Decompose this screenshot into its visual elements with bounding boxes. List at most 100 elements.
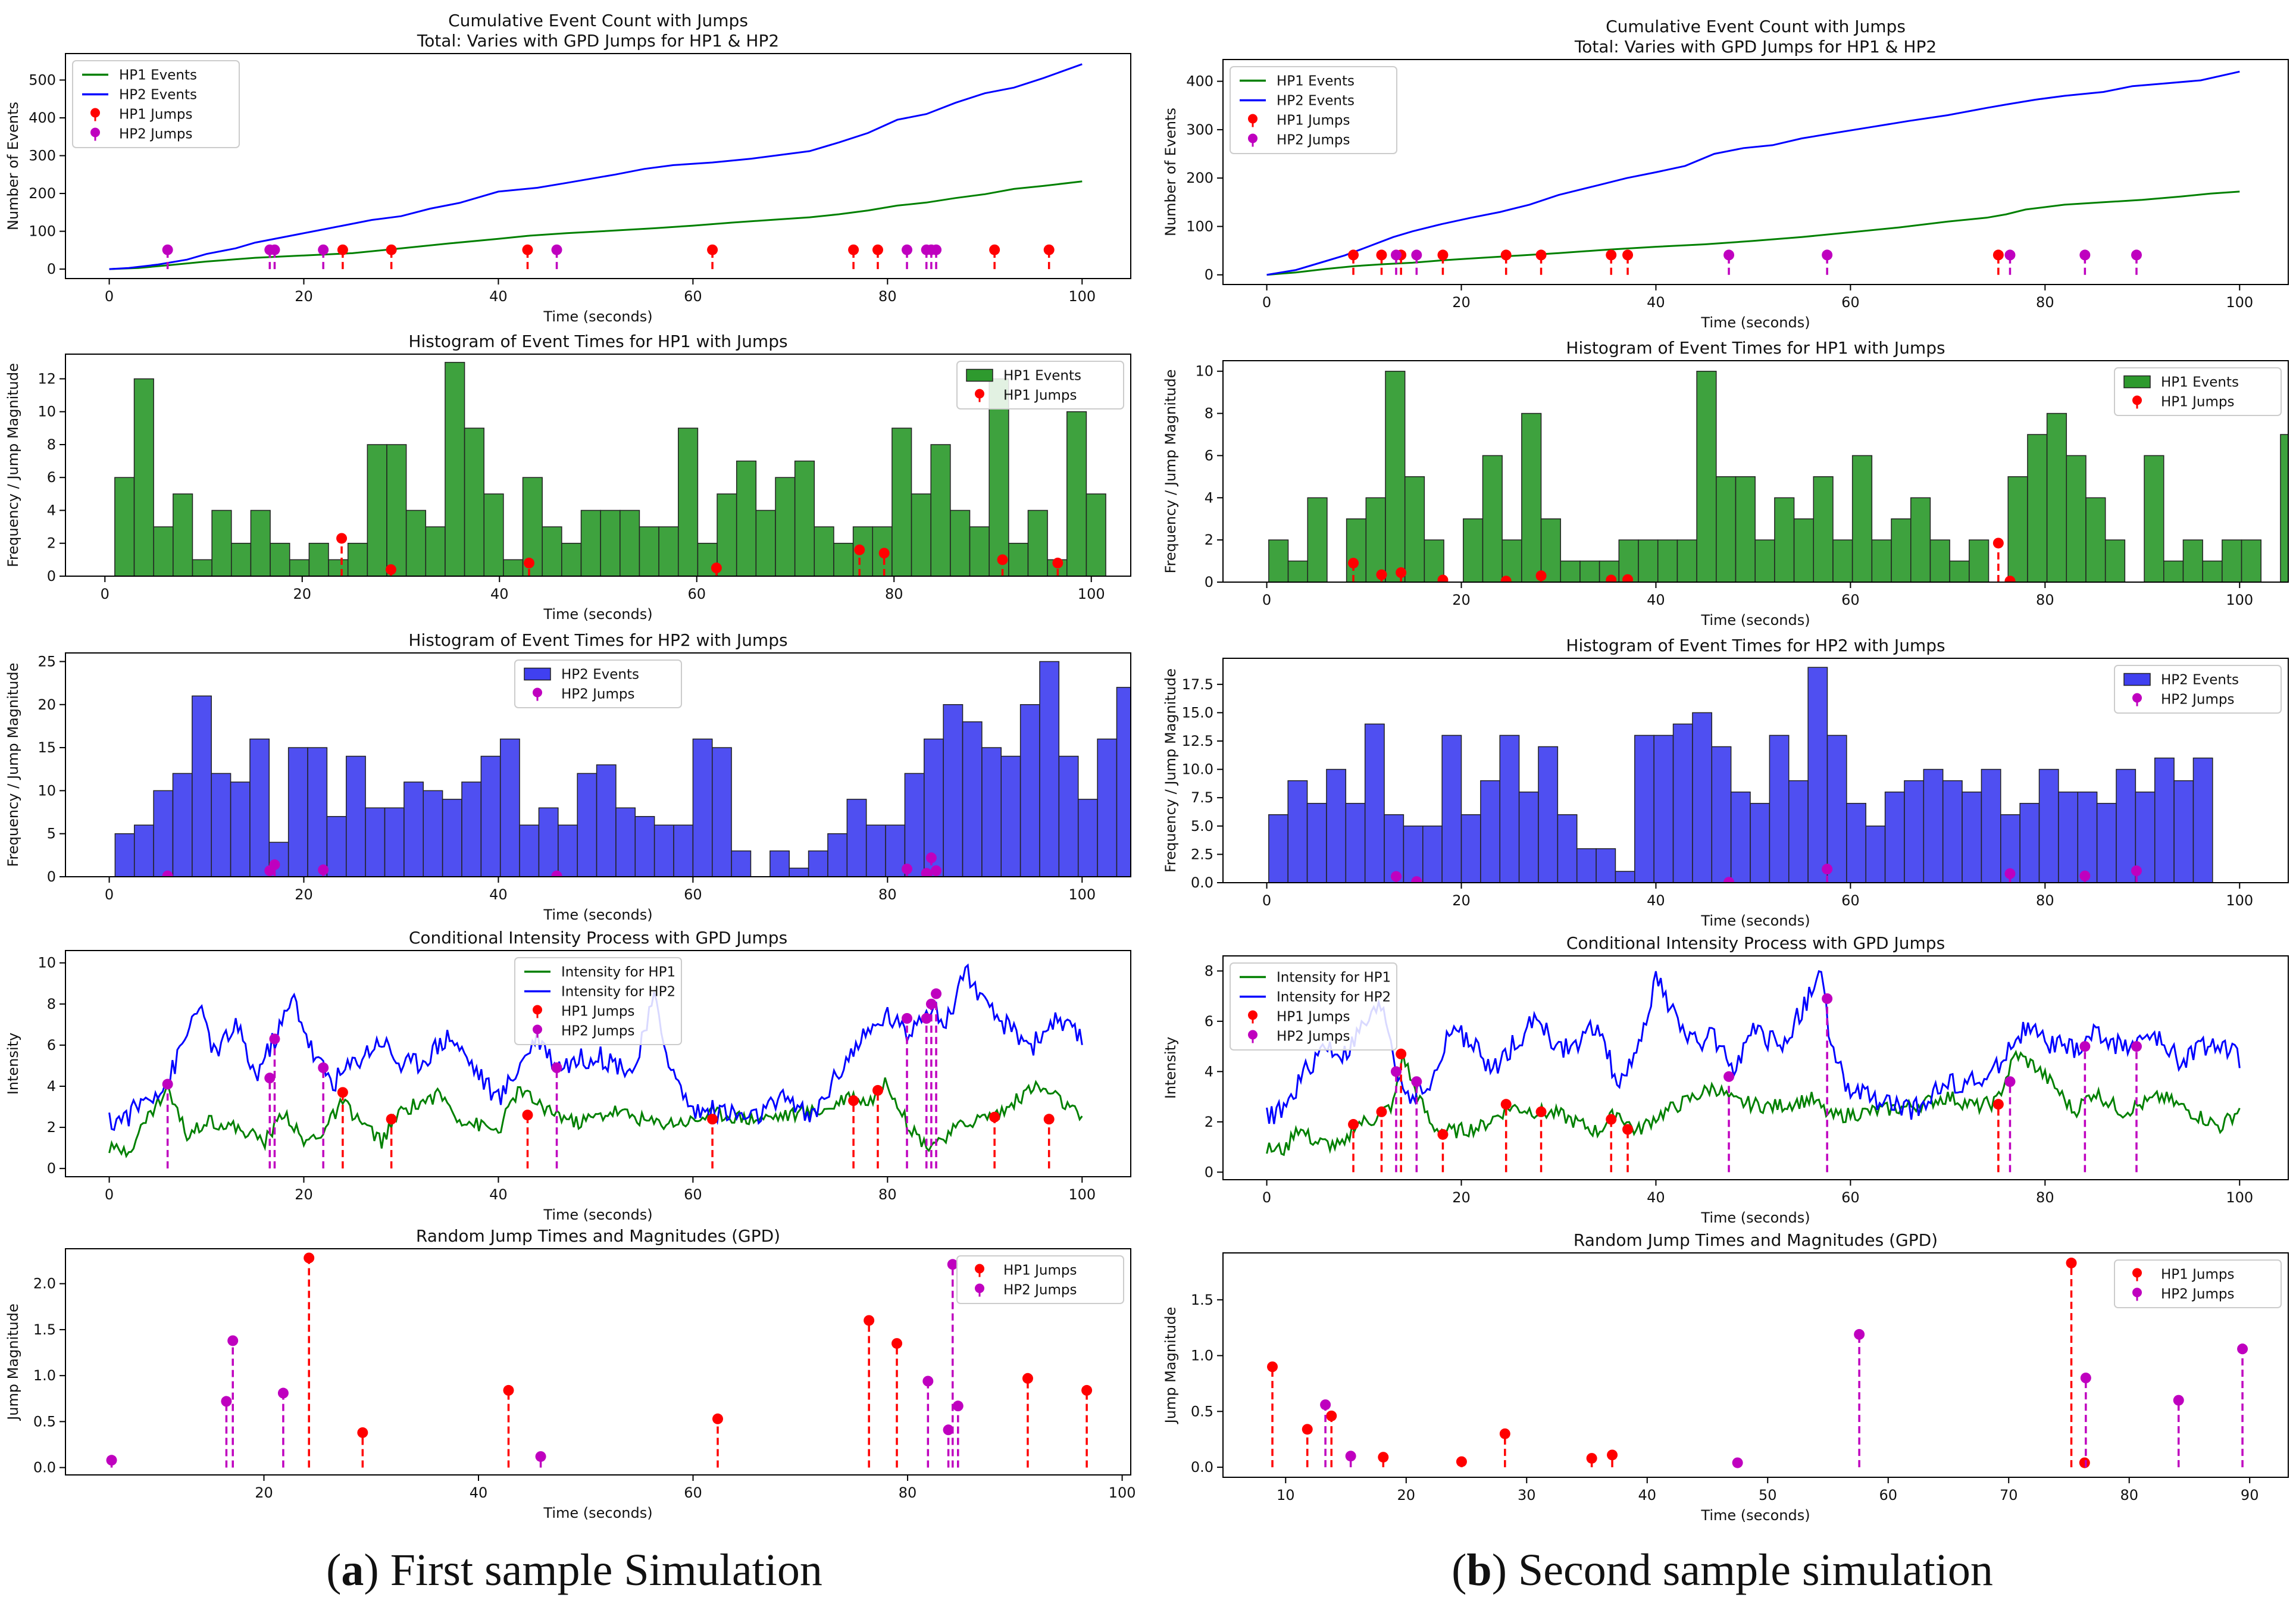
legend: HP1 Events HP2 Events HP1 Jumps HP2 Jumps [1230,66,1397,154]
jump-marker [522,244,533,255]
jump-marker [162,870,173,877]
hist-bar [2116,768,2137,883]
legend-box [1230,962,1397,1051]
hist-bar [192,559,212,576]
x-tick-label: 100 [2226,592,2253,608]
hist-bar [211,509,232,576]
chart-a2: 0 20 40 60 80 100 0 2 4 6 8 10 12 Time (seconds) Frequ… [5,332,1131,623]
jump-marker [318,864,329,876]
hist-bar [1716,476,1737,582]
chart-subtitle: Total: Varies with GPD Jumps for HP1 & H… [417,31,779,51]
hist-bar [634,816,655,877]
hist-bar [1039,661,1060,877]
x-tick-label: 80 [878,288,897,305]
hist-bar [1326,768,1347,883]
legend-label: HP1 Events [119,68,197,83]
jump-marker [1822,864,1833,875]
y-tick-label: 10 [37,404,56,420]
legend-box [72,60,240,148]
legend-label: HP2 Jumps [561,687,634,702]
legend: HP1 Events HP2 Events HP1 Jumps HP2 Jumps [72,60,240,148]
jump-marker [1390,871,1402,882]
hist-bar [2066,455,2087,582]
legend-label: HP2 Jumps [1003,1283,1077,1298]
hist-bar [1364,723,1385,883]
x-tick-label: 20 [1452,592,1471,608]
hist-bar [133,824,154,877]
hist-bar [561,542,582,576]
x-tick-label: 40 [1647,1189,1665,1206]
x-tick-label: 100 [1068,886,1096,903]
hist-bar [328,559,349,576]
series-hp1-jumps [336,533,1063,576]
series-intensity-for-hp1 [1266,1049,2241,1156]
legend-swatch [1248,1010,1258,1020]
hist-bar [384,807,405,877]
chart-title: Histogram of Event Times for HP2 with Ju… [1566,636,1945,655]
jump-marker [1411,1076,1422,1087]
hist-bar [326,816,347,877]
hist-bar [600,509,621,576]
hist-bar [287,747,308,877]
x-tick-label: 80 [899,1484,917,1501]
hist-bar [2241,539,2261,582]
legend-swatch [1248,133,1258,143]
hist-bar [794,460,815,576]
series-hp2-jumps [1390,993,2142,1173]
hist-bar [962,721,983,877]
x-tick-label: 60 [684,1186,702,1203]
x-tick-label: 20 [255,1484,273,1501]
legend-label: Intensity for HP1 [1277,970,1391,986]
jump-marker [1390,1066,1402,1077]
jump-marker [162,1079,173,1090]
series-hp1-jumps [1348,1048,2004,1173]
jump-marker [318,1062,329,1073]
hist-bar [1422,826,1443,883]
y-tick-label: 4 [1205,1063,1213,1080]
hist-bar [1910,497,1931,582]
hist-bar [1653,734,1674,883]
jump-marker [385,564,396,575]
hist-bar [2192,757,2213,883]
y-tick-label: 200 [29,185,56,202]
jump-marker [1348,249,1359,261]
jump-marker [337,244,348,255]
series-hp2-jumps [1390,864,2142,883]
y-tick-label: 4 [47,1078,56,1095]
legend-swatch [90,127,100,137]
jump-marker [1348,558,1359,569]
jump-marker [1396,1048,1407,1059]
chart-a3: 0 20 40 60 80 100 0 5 10 15 20 25 Time (seconds) Freq… [5,630,1131,923]
jump-marker [921,1013,932,1024]
x-tick-label: 80 [2036,1189,2054,1206]
chart-title: Conditional Intensity Process with GPD J… [1566,933,1945,953]
jump-marker [162,244,173,255]
plot-frame [65,652,1131,877]
x-tick-label: 80 [2036,294,2054,311]
hist-bar [1404,476,1425,582]
series-hp2-jumps [1390,249,2142,275]
hist-bar [1657,539,1678,582]
jump-marker [106,1455,117,1466]
hist-bar [1826,734,1847,883]
jump-marker [712,1413,723,1424]
y-tick-label: 2 [1205,1114,1213,1130]
jump-marker [503,1384,514,1396]
hist-bar [969,526,990,576]
hist-bar [1871,539,1892,582]
x-axis-label: Time (seconds) [543,1206,652,1223]
y-tick-label: 10 [1195,363,1213,380]
legend-label: HP1 Events [2161,375,2239,390]
hist-bar [503,559,524,576]
series-hp2-jumps [106,1259,964,1468]
hist-bar [1981,768,2001,883]
hist-bar [1891,518,1912,582]
jump-marker [2066,1257,2077,1268]
y-tick-label: 300 [29,148,56,164]
series-hp2-jumps [162,244,942,270]
jump-marker [1390,249,1402,261]
hist-bar [620,509,640,576]
jump-marker [902,1013,913,1024]
jump-marker [902,244,913,255]
